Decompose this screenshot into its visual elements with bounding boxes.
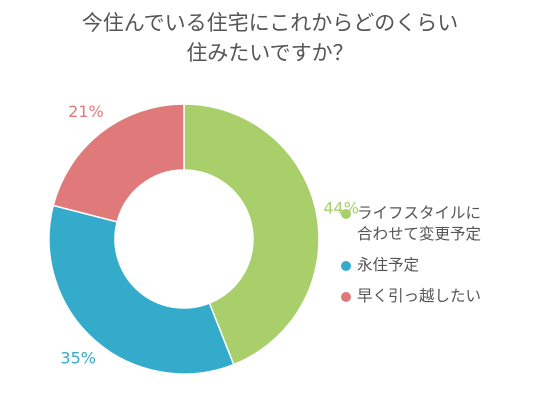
legend-marker-move-soon <box>341 292 351 302</box>
chart-title-line-1: 今住んでいる住宅にこれからどのくらい <box>81 11 459 35</box>
donut-slice-permanent <box>48 204 235 375</box>
legend-label-line: ライフスタイルに <box>357 204 482 222</box>
legend-item-move-soon: 早く引っ越したい <box>340 286 481 307</box>
legend-label-line: 早く引っ越したい <box>357 287 482 305</box>
data-label-move-soon: 21% <box>68 102 104 121</box>
legend-marker-permanent <box>341 261 351 271</box>
chart-title: 今住んでいる住宅にこれからどのくらい 住みたいですか？ <box>0 8 540 68</box>
legend-label-line: 合わせて変更予定 <box>357 225 482 243</box>
legend-marker-lifestyle-change <box>341 209 351 219</box>
legend-label-line: 永住予定 <box>357 256 420 274</box>
donut-slice-lifestyle-change <box>183 103 320 366</box>
chart-legend: ライフスタイルに 合わせて変更予定 永住予定 早く引っ越したい <box>340 203 481 317</box>
data-label-permanent: 35% <box>60 349 96 368</box>
chart-title-line-2: 住みたいですか？ <box>186 41 354 65</box>
legend-item-lifestyle-change: ライフスタイルに 合わせて変更予定 <box>340 203 481 245</box>
legend-item-permanent: 永住予定 <box>340 255 481 276</box>
donut-slice-move-soon <box>52 103 185 223</box>
